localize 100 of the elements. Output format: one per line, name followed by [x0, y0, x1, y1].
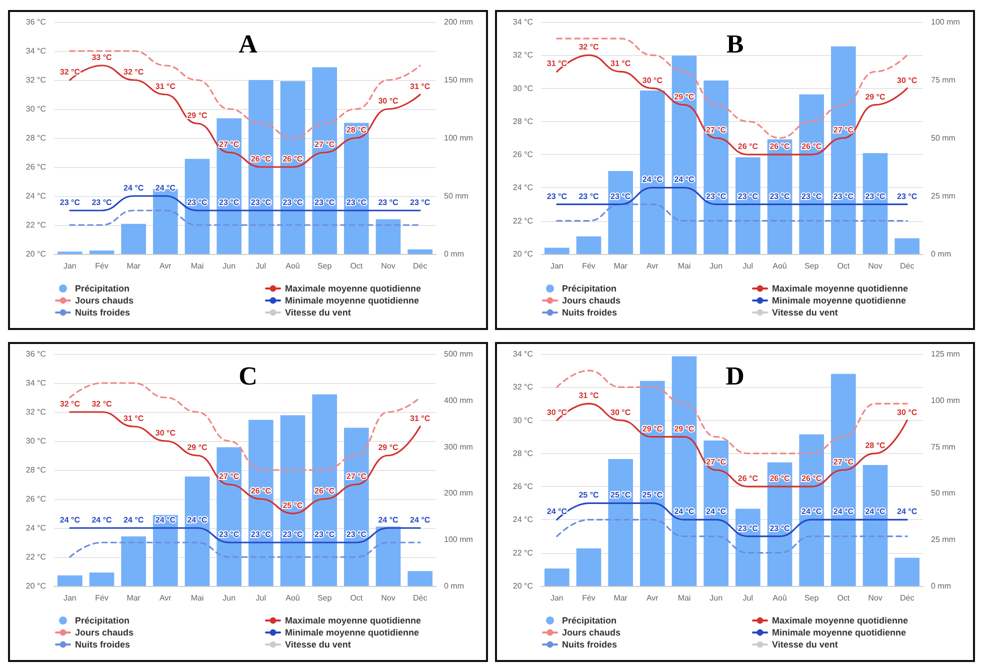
y-tick-label: 30 °C [512, 84, 534, 93]
bar [704, 440, 728, 586]
chart-title: B [726, 30, 744, 58]
y2-tick-label: 0 mm [931, 582, 952, 590]
x-tick-label: Oct [837, 594, 850, 602]
data-label: 27 °C [706, 458, 726, 466]
line-series [69, 411, 421, 514]
bar [640, 90, 665, 254]
legend-label: Vitesse du vent [772, 640, 838, 650]
y-tick-label: 34 °C [26, 46, 46, 56]
data-label: 23 °C [250, 530, 272, 539]
data-label: 30 °C [610, 408, 631, 417]
y-tick-label: 20 °C [512, 250, 534, 258]
line-series [69, 64, 421, 168]
y-tick-label: 32 °C [512, 50, 534, 60]
x-tick-label: Jan [550, 594, 564, 602]
data-label: 23 °C [219, 530, 240, 539]
bar [376, 219, 401, 254]
data-label: 30 °C [155, 428, 176, 438]
x-tick-label: Avr [159, 262, 172, 270]
data-label: 29 °C [187, 111, 208, 120]
x-tick-label: Jan [63, 262, 76, 270]
bar [831, 46, 856, 254]
x-tick-label: Oct [837, 262, 850, 270]
x-tick-label: Déc [412, 594, 428, 602]
y-tick-label: 22 °C [512, 216, 534, 226]
x-tick-label: Oct [350, 594, 364, 602]
y-tick-label: 32 °C [26, 76, 46, 84]
data-label: 27 °C [833, 126, 854, 134]
bar [736, 157, 760, 254]
data-label: 26 °C [770, 474, 790, 484]
bar [704, 80, 728, 254]
y-tick-label: 32 °C [26, 408, 46, 416]
bar [408, 571, 432, 586]
x-tick-label: Jul [742, 594, 754, 602]
line-series [556, 370, 908, 454]
y-tick-label: 28 °C [26, 134, 46, 142]
data-label: 30 °C [642, 76, 663, 85]
data-label: 32 °C [578, 42, 600, 52]
y-tick-label: 30 °C [512, 416, 534, 425]
bar [608, 170, 633, 254]
data-label: 24 °C [674, 507, 695, 516]
data-label: 25 °C [610, 490, 631, 500]
data-label: 23 °C [346, 198, 367, 207]
y-tick-label: 24 °C [512, 515, 534, 524]
y2-tick-label: 50 mm [931, 488, 956, 498]
data-label: 23 °C [546, 192, 568, 201]
x-tick-label: Jul [742, 262, 754, 270]
y-tick-label: 30 °C [26, 436, 46, 446]
data-label: 23 °C [578, 192, 600, 201]
data-label: 23 °C [60, 198, 80, 207]
data-label: 23 °C [314, 198, 335, 207]
line-series [556, 54, 908, 156]
x-tick-label: Aoû [772, 262, 787, 270]
data-label: 23 °C [738, 192, 758, 201]
x-tick-label: Déc [412, 262, 428, 270]
y2-tick-label: 150 mm [444, 76, 474, 84]
y2-tick-label: 0 mm [931, 250, 952, 258]
bar [121, 536, 146, 586]
x-tick-label: Fév [95, 594, 108, 602]
x-tick-label: Jul [256, 594, 266, 602]
line-series [556, 38, 908, 139]
data-label: 27 °C [346, 472, 367, 481]
y2-tick-label: 75 mm [931, 76, 956, 84]
y-tick-label: 24 °C [26, 524, 46, 532]
data-label: 23 °C [410, 198, 430, 207]
legend-label: Nuits froides [562, 308, 618, 318]
data-label: 23 °C [706, 192, 726, 201]
data-label: 28 °C [346, 126, 367, 134]
y2-tick-label: 100 mm [931, 18, 960, 26]
x-tick-label: Mai [190, 262, 204, 270]
x-tick-label: Avr [646, 262, 659, 270]
data-label: 29 °C [674, 92, 695, 102]
x-tick-label: Mai [678, 262, 691, 270]
y-tick-label: 20 °C [512, 582, 534, 590]
legend-label: Nuits froides [75, 308, 130, 318]
x-tick-label: Fév [95, 262, 108, 270]
x-tick-label: Fév [582, 594, 596, 602]
bar [121, 224, 146, 254]
data-label: 32 °C [60, 400, 80, 408]
legend-label: Minimale moyenne quotidienne [285, 628, 420, 638]
y-tick-label: 28 °C [512, 448, 534, 458]
data-label: 31 °C [578, 391, 600, 400]
y2-tick-label: 125 mm [931, 350, 960, 358]
x-tick-label: Sep [317, 594, 332, 602]
bar [831, 374, 856, 586]
x-tick-label: Jun [222, 594, 236, 602]
bar [640, 380, 665, 586]
x-tick-label: Nov [381, 594, 396, 602]
data-label: 27 °C [219, 140, 240, 149]
bar [58, 575, 82, 586]
data-label: 26 °C [738, 474, 758, 484]
y-tick-label: 28 °C [26, 466, 46, 474]
y-tick-label: 28 °C [512, 116, 534, 126]
data-label: 30 °C [378, 96, 399, 106]
y2-tick-label: 50 mm [444, 192, 469, 200]
data-label: 24 °C [92, 516, 112, 524]
legend-label: Précipitation [562, 284, 617, 294]
y-tick-label: 26 °C [512, 482, 534, 492]
x-tick-label: Oct [350, 262, 364, 270]
